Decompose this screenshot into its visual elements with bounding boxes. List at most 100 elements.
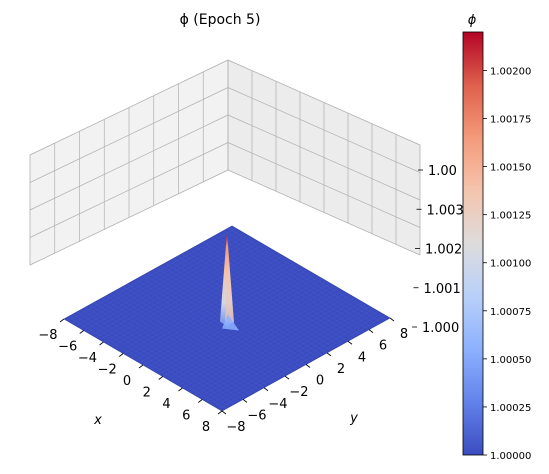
surface-mesh-line [210,237,370,330]
colorbar-tick-label: 1.00150 [490,163,531,174]
colorbar-gradient [462,31,484,456]
surface-mesh-line [186,297,355,391]
y-axis-label: y [349,411,358,426]
surface-mesh-line [156,267,315,361]
grid-line [227,87,421,173]
surface-mesh-line [217,315,387,409]
surface-mesh-line [190,299,359,393]
surface-mesh-line [206,308,375,402]
y-tick-label: 6 [379,339,387,354]
surface-mesh-line [210,310,379,405]
y-tick [326,352,332,357]
surface-mesh-line [158,281,327,375]
surface-mesh-line [181,253,340,347]
surface-mesh-line [160,265,319,358]
y-tick [284,375,290,380]
grid-line [29,59,229,156]
y-tick-label: 2 [337,362,345,377]
surface-mesh-line [166,285,335,379]
y-tick-label: −8 [226,420,245,435]
z-tick-label: 1.003 [427,203,464,218]
colorbar-tick-label: 1.00175 [490,115,531,126]
x-tick-label: −4 [78,351,97,366]
z-tick-label: 1.00 [428,164,457,179]
y-tick-label: −4 [268,397,287,412]
surface-mesh-line [164,263,323,356]
surface-mesh-line [178,292,347,386]
z-tick-label: 1.000 [422,321,459,336]
y-tick [221,410,227,415]
x-tick-label: −6 [58,340,77,355]
x-tick [158,376,163,380]
x-tick [59,318,65,323]
colorbar-tick-label: 1.00125 [490,211,531,222]
colorbar-tick-label: 1.00025 [490,403,531,414]
y-tick [305,364,311,368]
y-tick [347,340,353,345]
surface-mesh-line [215,235,374,328]
peak-spike-face [225,262,234,323]
surface-mesh-line [194,246,353,340]
surface-mesh-line [189,249,349,342]
chart-title: ϕ (Epoch 5) [180,12,261,28]
surface-mesh-line [219,232,378,326]
x-tick-label: −8 [38,328,57,343]
x-tick [178,387,183,392]
y-tick-label: −6 [247,408,266,423]
x-tick [119,353,124,357]
surface-mesh-line [168,260,328,354]
grid-line [29,87,229,183]
z-tick-label: 1.002 [425,243,462,258]
y-tick [368,329,374,333]
x-tick-label: 6 [182,409,190,424]
grid-line [227,114,421,201]
grid-lines [29,59,421,266]
surface-mesh-line [174,290,343,384]
surface-mesh-line [227,228,386,321]
z-tick-label: 1.001 [424,282,461,297]
surface-mesh-line [214,313,383,407]
peak-spike [220,232,239,331]
colorbar-tick-label: 1.00100 [490,259,531,270]
x-tick [99,341,104,346]
x-tick-label: 2 [143,386,151,401]
y-tick [263,387,269,392]
grid-line [227,142,421,228]
surface-mesh-line [170,287,339,382]
surface-mesh-line [173,258,332,351]
surface-mesh-line [198,304,367,398]
surface-mesh-line [182,294,351,389]
surface-mesh-line [162,283,331,377]
peak-spike-base [222,314,239,331]
surface-mesh-line [185,251,344,344]
x-axis-label: x [93,413,102,428]
surface-mesh-line [150,276,319,370]
grid-line [227,59,421,146]
x-tick [217,410,223,415]
grid-line [227,169,421,256]
y-tick [389,317,395,322]
surface-mesh-line [206,239,365,333]
grid-line [29,142,229,238]
colorbar-tick-label: 1.00200 [490,66,531,77]
y-tick-label: −2 [289,385,308,400]
y-tick-label: 0 [316,374,324,389]
x-tick-label: 8 [202,420,210,435]
colorbar-tick-label: 1.00075 [490,307,531,318]
colorbar-label: ϕ [468,13,477,28]
x-tick-label: 0 [123,374,131,389]
surface-mesh-line [223,230,382,323]
x-tick [198,399,203,403]
y-tick [242,399,248,403]
surface-mesh-line [194,301,363,396]
surface-mesh-line [202,306,371,400]
surface-mesh-line [177,256,336,349]
grid-line [29,114,229,211]
y-tick-label: 8 [400,327,408,342]
x-tick [138,364,144,369]
colorbar-tick-label: 1.00000 [490,451,531,462]
grid-line [29,169,229,266]
